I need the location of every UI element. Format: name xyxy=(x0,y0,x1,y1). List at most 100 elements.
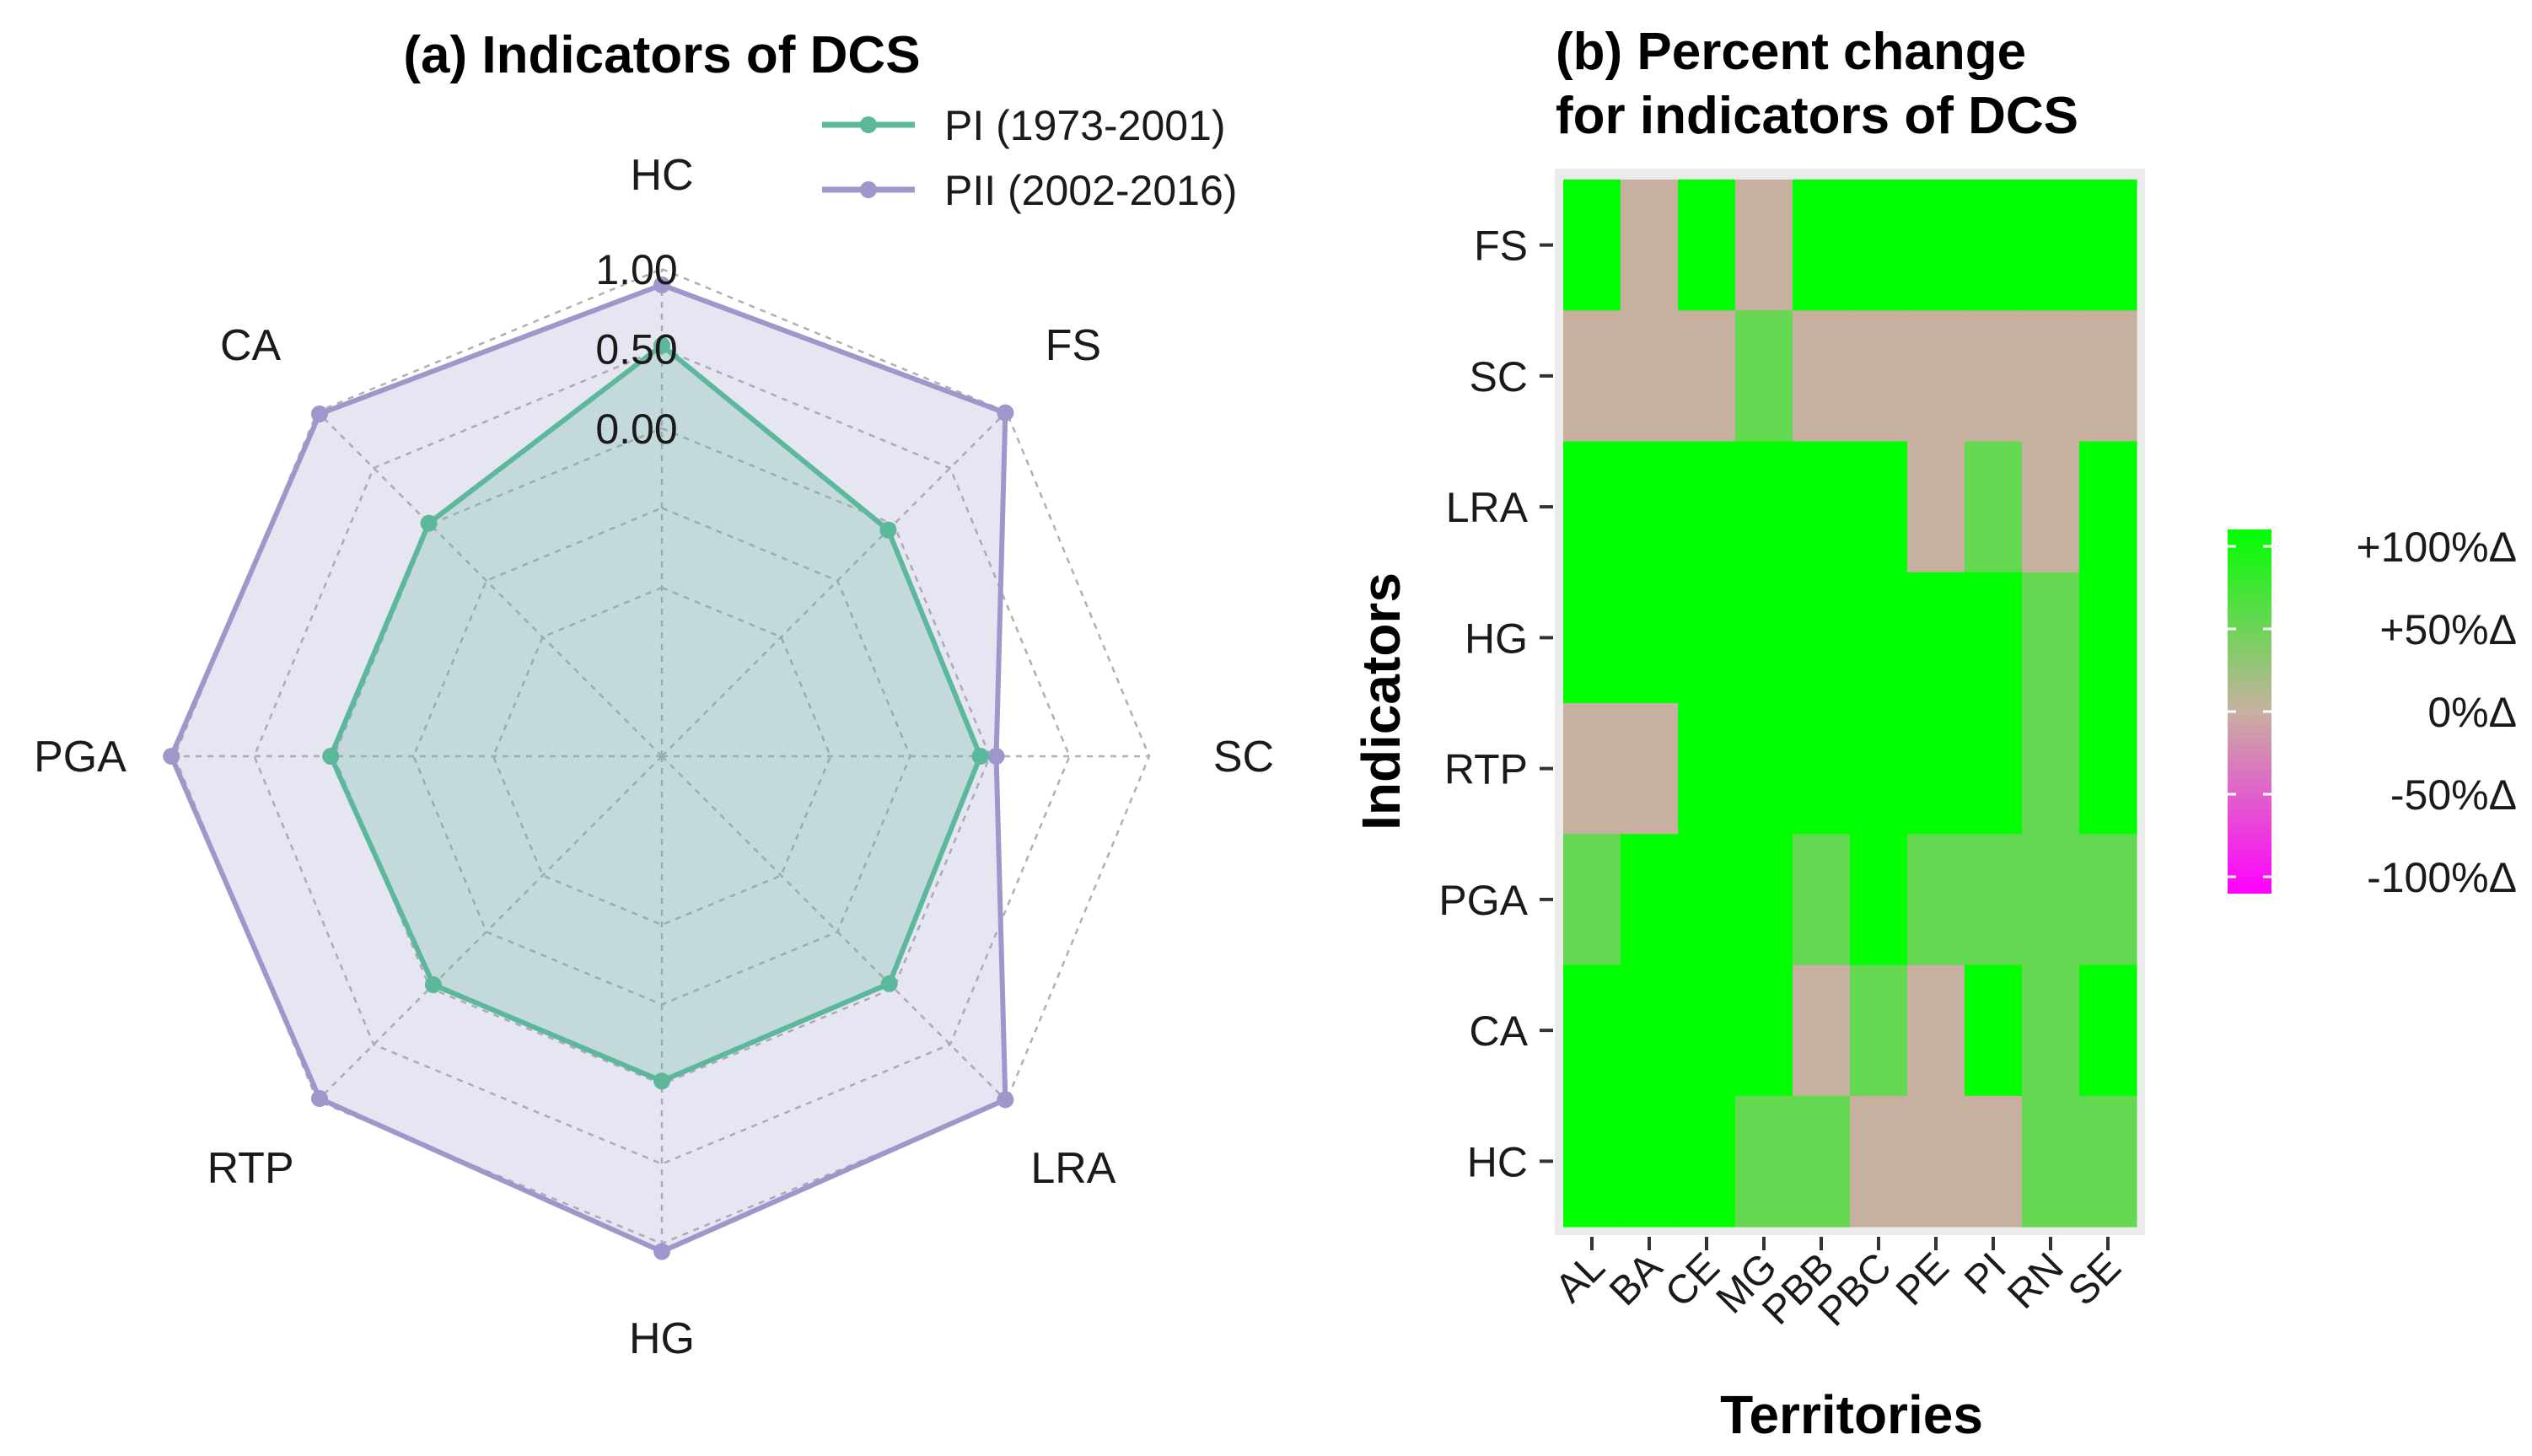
heatmap-y-axis-label: Indicators xyxy=(1351,572,1411,830)
heatmap-cell-rtp-pe xyxy=(1907,703,1965,835)
heatmap-cell-ca-ba xyxy=(1621,964,1679,1097)
heatmap-cell-ca-rn xyxy=(2022,964,2080,1097)
radar-grid-ring-3 xyxy=(253,347,1071,1165)
heatmap-cell-rtp-pi xyxy=(1965,703,2023,835)
heatmap-cell-lra-ce xyxy=(1678,441,1736,573)
heatmap-cell-sc-pe xyxy=(1907,310,1965,443)
heatmap-cell-rtp-rn xyxy=(2022,703,2080,835)
heatmap-cell-fs-se xyxy=(2079,180,2137,311)
colorbar-labels: +100%Δ +50%Δ 0%Δ -50%Δ -100%Δ xyxy=(2228,524,2517,901)
heatmap-cell-lra-rn xyxy=(2022,441,2080,573)
radar-point-0-hg xyxy=(653,1072,670,1090)
radar-tick-label-2: 0.00 xyxy=(595,406,677,453)
heatmap-cell-pga-pbb xyxy=(1793,834,1851,966)
heatmap-cell-hg-ba xyxy=(1621,572,1679,704)
heatmap-cell-hg-pbc xyxy=(1850,572,1908,704)
radar-tick-labels: 1.00 0.50 0.00 xyxy=(595,246,677,453)
radar-axis-labels: HC FS SC LRA HG RTP PGA CA xyxy=(34,151,1274,1363)
heatmap-cell-hg-mg xyxy=(1735,572,1793,704)
legend-label-pi: PI (1973-2001) xyxy=(944,102,1226,149)
heatmap-cell-lra-ba xyxy=(1621,441,1679,573)
heatmap-cell-hc-al xyxy=(1563,1095,1621,1228)
heatmap-cell-lra-pbb xyxy=(1793,441,1851,573)
radar-point-0-pga xyxy=(322,748,340,765)
heatmap-cell-hc-pi xyxy=(1965,1095,2023,1228)
colorbar-label-0: +100%Δ xyxy=(2357,524,2517,571)
legend-label-pii: PII (2002-2016) xyxy=(944,167,1237,214)
heatmap-cell-ca-pe xyxy=(1907,964,1965,1097)
heatmap-cell-ca-se xyxy=(2079,964,2137,1097)
heatmap-cell-lra-pe xyxy=(1907,441,1965,573)
heatmap-cell-pga-ce xyxy=(1678,834,1736,966)
heatmap-cell-lra-al xyxy=(1563,441,1621,573)
heatmap-cell-fs-al xyxy=(1563,180,1621,311)
heatmap-cell-ca-ce xyxy=(1678,964,1736,1097)
heatmap-cell-sc-mg xyxy=(1735,310,1793,443)
heatmap-x-label-al: AL xyxy=(1547,1244,1614,1311)
heatmap-cell-pga-pbc xyxy=(1850,834,1908,966)
colorbar-label-2: 0%Δ xyxy=(2427,689,2517,736)
radar-spoke-fs xyxy=(661,411,1008,757)
heatmap-y-label-hc: HC xyxy=(1467,1138,1528,1185)
heatmap-cell-rtp-mg xyxy=(1735,703,1793,835)
heatmap-cell-rtp-pbc xyxy=(1850,703,1908,835)
heatmap-cell-ca-pbc xyxy=(1850,964,1908,1097)
heatmap-cell-pga-rn xyxy=(2022,834,2080,966)
heatmap-y-label-fs: FS xyxy=(1474,223,1528,270)
radar-axis-label-ca: CA xyxy=(220,321,282,370)
heatmap-title-line2: for indicators of DCS xyxy=(1556,87,2078,145)
heatmap-cell-hg-se xyxy=(2079,572,2137,704)
radar-axis-label-rtp: RTP xyxy=(207,1144,294,1193)
radar-title: (a) Indicators of DCS xyxy=(403,26,920,84)
heatmap-cell-pga-pi xyxy=(1965,834,2023,966)
heatmap-cell-fs-rn xyxy=(2022,180,2080,311)
radar-legend: PI (1973-2001) PII (2002-2016) xyxy=(822,102,1237,214)
radar-tick-label-1: 0.50 xyxy=(595,326,677,373)
heatmap-x-label-se: SE xyxy=(2060,1244,2130,1314)
radar-axis-label-sc: SC xyxy=(1213,733,1274,782)
heatmap-cell-ca-pi xyxy=(1965,964,2023,1097)
heatmap-cell-pga-se xyxy=(2079,834,2137,966)
heatmap-y-label-rtp: RTP xyxy=(1444,746,1528,793)
heatmap-cell-sc-al xyxy=(1563,310,1621,443)
heatmap-cell-rtp-ba xyxy=(1621,703,1679,835)
heatmap-cell-hg-ce xyxy=(1678,572,1736,704)
heatmap-x-label-ba: BA xyxy=(1601,1244,1671,1314)
radar-point-0-ca xyxy=(420,514,438,532)
heatmap-y-label-ca: CA xyxy=(1470,1007,1529,1055)
heatmap-cell-sc-pbc xyxy=(1850,310,1908,443)
radar-point-0-rtp xyxy=(424,976,442,994)
radar-spoke-rtp xyxy=(316,755,663,1102)
radar-axis-label-fs: FS xyxy=(1046,321,1101,370)
heatmap-y-label-pga: PGA xyxy=(1438,877,1528,924)
heatmap-cell-lra-pi xyxy=(1965,441,2023,573)
heatmap-cell-fs-ba xyxy=(1621,180,1679,311)
heatmap-cell-ca-al xyxy=(1563,964,1621,1097)
heatmap-cell-sc-se xyxy=(2079,310,2137,443)
legend-marker-pi xyxy=(860,116,877,133)
heatmap-cell-lra-pbc xyxy=(1850,441,1908,573)
heatmap-y-label-sc: SC xyxy=(1470,353,1528,400)
heatmap-cell-fs-pe xyxy=(1907,180,1965,311)
radar-point-1-pga xyxy=(163,748,180,765)
radar-axis-label-hc: HC xyxy=(630,151,693,200)
radar-point-1-hg xyxy=(653,1243,670,1260)
heatmap-cell-pga-ba xyxy=(1621,834,1679,966)
radar-point-0-fs xyxy=(879,521,897,539)
heatmap-cells xyxy=(1563,180,2137,1228)
heatmap-cell-rtp-pbb xyxy=(1793,703,1851,835)
radar-chart: (a) Indicators of DCS HC FS SC LRA HG RTP PGA C… xyxy=(34,26,1274,1363)
radar-series xyxy=(163,276,1014,1260)
radar-point-0-lra xyxy=(880,975,898,992)
heatmap-cell-fs-mg xyxy=(1735,180,1793,311)
radar-axis-label-pga: PGA xyxy=(34,733,126,782)
heatmap-cell-pga-pe xyxy=(1907,834,1965,966)
heatmap-cell-hc-pbc xyxy=(1850,1095,1908,1228)
radar-point-0-hc xyxy=(653,336,670,354)
heatmap-y-ticks: FS SC LRA HG RTP PGA CA HC xyxy=(1438,223,1553,1185)
radar-axis-label-hg: HG xyxy=(629,1314,695,1363)
radar-point-1-fs xyxy=(997,404,1014,422)
heatmap-cell-pga-al xyxy=(1563,834,1621,966)
